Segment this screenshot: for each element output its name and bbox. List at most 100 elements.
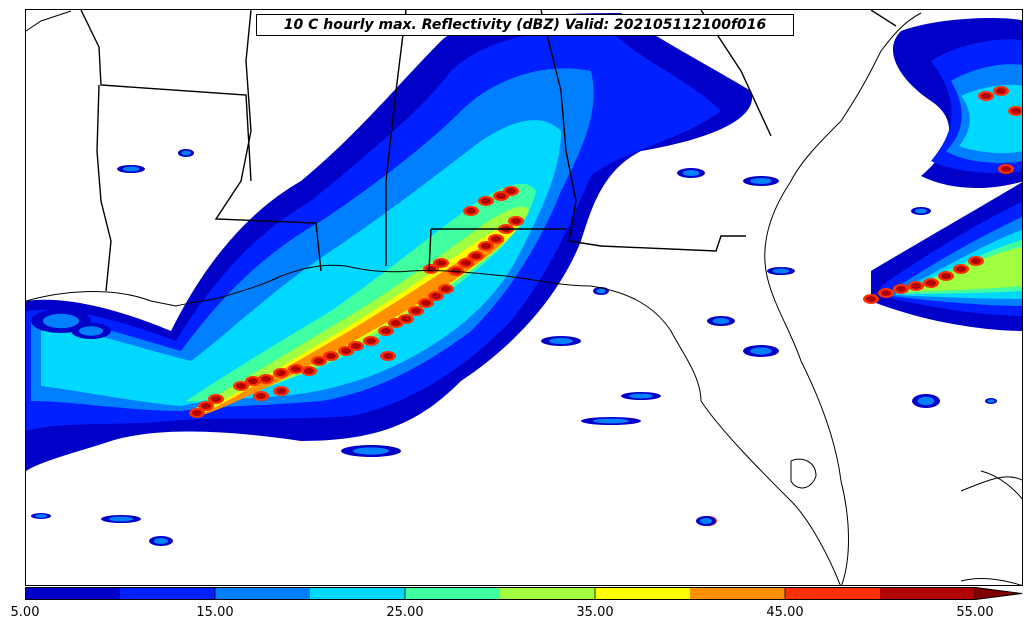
colorbar-tick-label: 55.00 (956, 605, 994, 620)
core-cell (481, 198, 491, 204)
colorbar-segment (500, 587, 596, 600)
colorbar-segment (880, 587, 976, 600)
core-cell (896, 286, 906, 292)
core-cell (491, 236, 501, 242)
colorbar-tick-label: 5.00 (10, 605, 40, 620)
coastlines (26, 10, 1022, 585)
isolated-echo-inner (181, 150, 191, 156)
core-cell (1001, 166, 1011, 172)
core-cell (506, 188, 516, 194)
core-cell (426, 266, 436, 272)
isolated-echo-inner (596, 288, 606, 294)
core-cell (261, 376, 271, 382)
core-cell (401, 316, 411, 322)
core-cell (941, 273, 951, 279)
core-cell (276, 388, 286, 394)
core-cell (201, 403, 211, 409)
convective-cores (189, 86, 1022, 526)
core-cell (441, 286, 451, 292)
isolated-echo-inner (772, 268, 790, 274)
reflectivity-map (26, 10, 1022, 585)
core-cell (304, 368, 314, 374)
isolated-echo-inner (43, 313, 79, 329)
core-cell (351, 343, 361, 349)
core-cell (911, 283, 921, 289)
core-cell (411, 308, 421, 314)
core-cell (471, 253, 481, 259)
isolated-echo-inner (750, 347, 772, 355)
core-cell (236, 383, 246, 389)
core-cell (956, 266, 966, 272)
isolated-echo-inner (35, 514, 47, 518)
core-cell (211, 396, 221, 402)
core-cell (314, 358, 324, 364)
colorbar-segment (25, 587, 121, 600)
isolated-echo-inner (629, 393, 653, 399)
core-cell (326, 353, 336, 359)
map-title: 10 C hourly max. Reflectivity (dBZ) Vali… (256, 14, 794, 36)
reflectivity-field (26, 13, 1022, 471)
core-cell (381, 328, 391, 334)
isolated-echo-inner (700, 518, 712, 524)
isolated-echo-inner (122, 166, 140, 172)
core-cell (996, 88, 1006, 94)
colorbar-tick-label: 35.00 (576, 605, 614, 620)
isolated-echo-inner (915, 208, 927, 214)
colorbar-segment (215, 587, 311, 600)
colorbar-segment (595, 587, 691, 600)
core-cell (481, 243, 491, 249)
core-cell (436, 260, 446, 266)
isolated-echo-inner (549, 338, 573, 344)
core-cell (496, 193, 506, 199)
core-cell (881, 290, 891, 296)
core-cell (291, 366, 301, 372)
isolated-echo-inner (353, 447, 389, 455)
core-cell (383, 353, 393, 359)
reflectivity-contour-20 (41, 120, 561, 406)
core-cell (451, 268, 461, 274)
core-cell (1011, 108, 1021, 114)
isolated-echo-inner (917, 396, 935, 406)
map-panel (25, 9, 1023, 586)
colorbar-segment (690, 587, 786, 600)
core-cell (248, 378, 258, 384)
core-cell (981, 93, 991, 99)
colorbar-tick-label: 25.00 (386, 605, 424, 620)
isolated-echo-inner (153, 538, 169, 544)
core-cell (421, 300, 431, 306)
reflectivity-contour-20 (959, 84, 1022, 154)
core-cell (466, 208, 476, 214)
isolated-echo-inner (750, 178, 772, 184)
core-cell (366, 338, 376, 344)
core-cell (341, 348, 351, 354)
reflectivity-contour-40 (201, 238, 505, 415)
isolated-echo-inner (79, 326, 103, 336)
core-cell (926, 280, 936, 286)
core-cell (276, 370, 286, 376)
isolated-echo-inner (712, 318, 730, 324)
colorbar-segment (405, 587, 501, 600)
colorbar (25, 587, 1023, 600)
core-cell (192, 410, 202, 416)
colorbar-extend-arrow (975, 587, 1023, 600)
colorbar-segment (120, 587, 216, 600)
isolated-echo-inner (109, 516, 133, 522)
reflectivity-contour-30 (191, 206, 529, 411)
colorbar-segment (785, 587, 881, 600)
isolated-echo-inner (987, 399, 995, 403)
core-cell (431, 293, 441, 299)
isolated-echo-inner (593, 418, 629, 424)
core-cell (971, 258, 981, 264)
colorbar-tick-label: 45.00 (766, 605, 804, 620)
scattered-echoes (31, 149, 997, 546)
core-cell (461, 260, 471, 266)
reflectivity-contour-25 (186, 183, 536, 402)
colorbar-segment (310, 587, 406, 600)
core-cell (256, 393, 266, 399)
core-cell (391, 320, 401, 326)
colorbar-outline (25, 587, 1023, 600)
colorbar-tick-label: 15.00 (196, 605, 234, 620)
state-borders (80, 10, 897, 292)
core-cell (866, 296, 876, 302)
core-cell (511, 218, 521, 224)
